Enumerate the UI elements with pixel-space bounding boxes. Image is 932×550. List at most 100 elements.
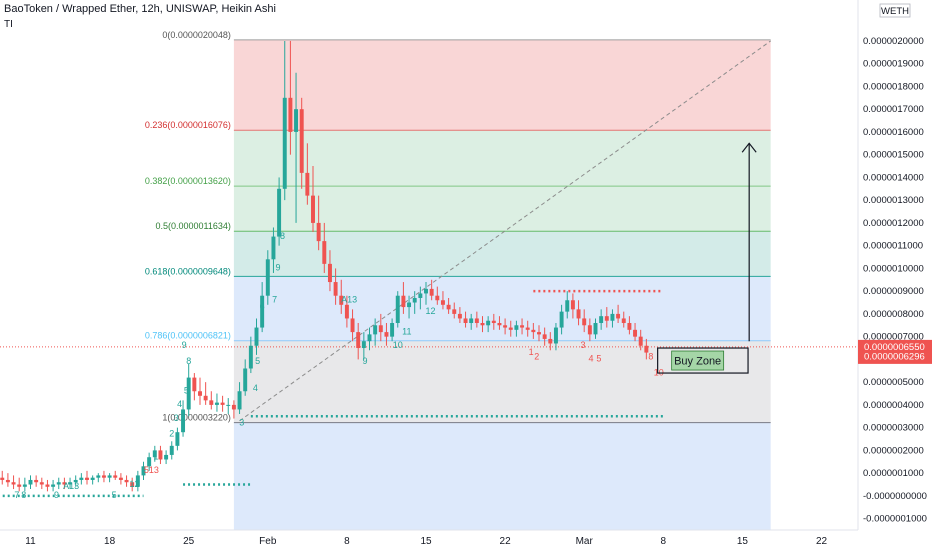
diagonal-trend-line (239, 40, 771, 422)
candle-body-12 (39, 482, 44, 485)
candle-body-88 (469, 318, 474, 324)
candle-body-98 (525, 327, 530, 330)
candle-body-21 (90, 477, 95, 480)
trend-line (239, 40, 771, 422)
price-tick-label-18: 0.0000001000 (863, 468, 924, 479)
fib-zone-0 (233, 39, 771, 131)
annotation-27: 10 (393, 340, 403, 350)
price-tick-label-19: -0.0000000000 (863, 491, 927, 502)
time-tick-label-6: 22 (500, 536, 512, 547)
candle-body-30 (141, 466, 146, 476)
price-tick-label-6: 0.0000014000 (863, 172, 924, 183)
candle-body-89 (474, 318, 479, 324)
annotation-5: 8 (21, 490, 26, 500)
second-price-badge (858, 350, 932, 363)
time-tick-label-1: 18 (104, 536, 116, 547)
annotation-14: 4 (177, 399, 182, 409)
candle-body-103 (553, 327, 558, 344)
time-tick-label-3: Feb (259, 536, 277, 547)
candle-body-31 (147, 457, 152, 467)
candle-body-49 (248, 345, 253, 369)
annotation-15: 5 (184, 386, 189, 396)
last-price-value: 0.0000006550 (864, 342, 925, 353)
currency-badge-bg (879, 3, 911, 18)
fib-label-0.618: 0.618(0.0000009648) (145, 266, 231, 276)
time-tick-label-4: 8 (344, 536, 350, 547)
chart-title: BaoToken / Wrapped Ether, 12h, UNISWAP, … (4, 3, 276, 15)
candles (0, 40, 649, 492)
candle-body-81 (429, 288, 434, 296)
candle-body-72 (378, 325, 383, 333)
candle-body-10 (28, 479, 33, 485)
price-tick-label-8: 0.0000012000 (863, 218, 924, 229)
candle-body-54 (277, 188, 282, 237)
annotation-6: 9 (54, 490, 59, 500)
candle-body-114 (616, 313, 621, 319)
candle-body-58 (299, 109, 304, 173)
candle-body-55 (282, 97, 287, 189)
candle-body-39 (192, 377, 197, 392)
candle-body-50 (254, 327, 259, 346)
price-tick-label-3: 0.0000017000 (863, 104, 924, 115)
buy-zone: Buy Zone (657, 142, 757, 374)
candle-body-28 (130, 482, 135, 487)
candle-body-7 (11, 482, 16, 485)
candle-body-84 (446, 304, 451, 310)
candle-body-19 (79, 477, 84, 480)
candle-body-93 (497, 323, 502, 326)
candle-body-66 (344, 304, 349, 319)
buy-zone-box (657, 347, 749, 374)
target-arrow-head (741, 142, 757, 153)
candle-body-102 (548, 338, 553, 344)
price-tick-label-4: 0.0000016000 (863, 127, 924, 138)
candle-body-119 (644, 345, 649, 353)
candle-body-42 (209, 400, 214, 405)
candle-body-67 (350, 318, 355, 333)
annotation-10: 513 (144, 465, 159, 475)
time-tick-label-8: 8 (661, 536, 667, 547)
fib-label-0.382: 0.382(0.0000013620) (145, 176, 231, 186)
candle-body-107 (576, 309, 581, 319)
annotation-31: 2 (534, 351, 539, 361)
candle-body-35 (169, 445, 174, 455)
candle-body-75 (395, 295, 400, 324)
candle-body-73 (384, 332, 389, 337)
candle-body-38 (186, 377, 191, 410)
fib-label-0: 0(0.0000020048) (162, 30, 231, 40)
candle-body-59 (305, 172, 310, 196)
annotation-24: 9 (275, 263, 280, 273)
candle-body-48 (243, 368, 248, 392)
annotation-4: 7 (14, 490, 19, 500)
candle-body-78 (412, 297, 417, 303)
candle-body-57 (294, 109, 299, 132)
candle-body-104 (559, 311, 564, 328)
annotation-33: 4 (588, 354, 593, 364)
candle-body-14 (51, 484, 56, 487)
candle-body-62 (322, 241, 327, 264)
candle-body-96 (514, 325, 519, 330)
candle-body-77 (407, 302, 412, 308)
candle-body-45 (226, 404, 231, 406)
candle-body-113 (610, 313, 615, 321)
candle-body-33 (158, 450, 163, 460)
currency-badge: WETH (881, 6, 909, 17)
candle-body-5 (0, 477, 5, 480)
dotted-supports (0, 289, 664, 498)
fib-zone-extension (233, 422, 771, 530)
candle-body-82 (435, 295, 440, 301)
candle-body-29 (135, 475, 140, 487)
candle-body-83 (440, 300, 445, 305)
time-axis: 11 18 25 Feb 8 15 22 Mar 8 15 22 (0, 529, 858, 547)
candle-body-32 (152, 450, 157, 458)
annotation-28: 11 (402, 326, 411, 336)
price-axis: 0.0000020000 0.0000019000 0.0000018000 0.00… (857, 0, 932, 530)
candle-body-6 (5, 479, 10, 483)
candle-body-60 (311, 195, 315, 223)
candle-body-37 (181, 409, 186, 433)
candle-body-99 (531, 329, 536, 333)
candle-body-47 (237, 391, 242, 410)
candle-body-65 (339, 295, 344, 305)
candle-body-15 (56, 482, 61, 485)
candle-body-26 (118, 477, 123, 480)
